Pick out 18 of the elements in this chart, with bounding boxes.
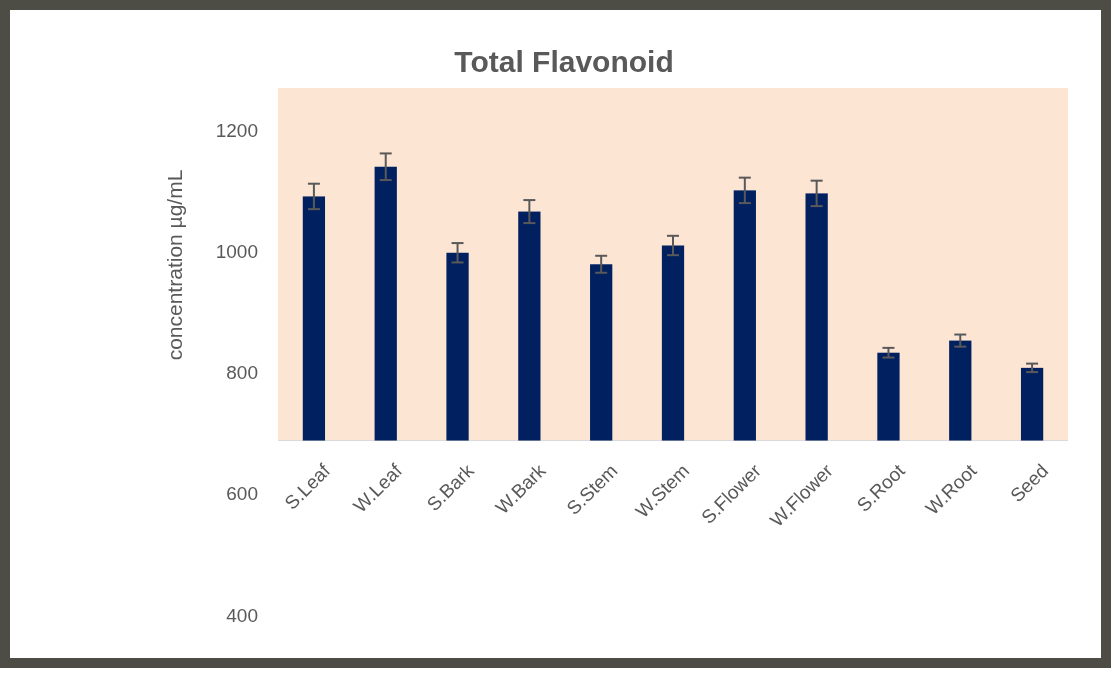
bar xyxy=(446,252,469,441)
bar xyxy=(1020,367,1044,441)
bar xyxy=(302,196,326,441)
bar xyxy=(590,264,613,441)
bar xyxy=(374,166,397,441)
y-tick-label: 1000 xyxy=(215,241,258,263)
y-tick-label: 400 xyxy=(226,604,258,626)
bar xyxy=(805,193,828,441)
chart-title: Total Flavonoid xyxy=(454,45,674,78)
y-axis-title: concentration µg/mL xyxy=(163,169,186,361)
bar xyxy=(518,211,541,441)
y-tick-label: 800 xyxy=(226,362,258,384)
y-tick-label: 600 xyxy=(226,483,258,505)
y-tick-label: 1200 xyxy=(215,119,258,141)
bar xyxy=(949,340,972,441)
bar xyxy=(877,352,900,441)
bar xyxy=(733,190,756,441)
bar xyxy=(661,245,685,441)
